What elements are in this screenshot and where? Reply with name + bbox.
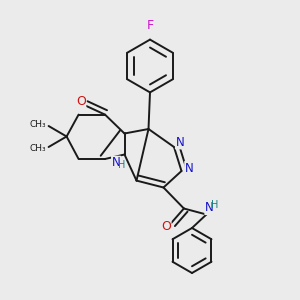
Text: F: F <box>146 19 154 32</box>
Text: O: O <box>161 220 171 233</box>
Text: O: O <box>76 95 86 108</box>
Text: N: N <box>112 156 121 170</box>
Text: CH₃: CH₃ <box>30 144 46 153</box>
Text: H: H <box>118 160 126 170</box>
Text: N: N <box>185 161 194 175</box>
Text: N: N <box>176 136 184 149</box>
Text: CH₃: CH₃ <box>30 120 46 129</box>
Text: N: N <box>205 201 214 214</box>
Text: H: H <box>211 200 218 210</box>
